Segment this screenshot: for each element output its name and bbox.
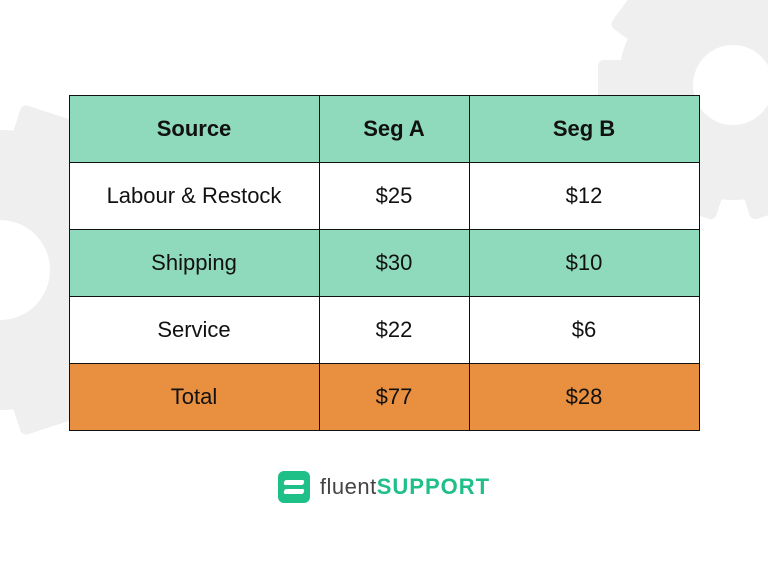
table-row-total: Total $77 $28 [69,364,699,431]
table-cell: $28 [469,364,699,431]
brand-text: fluentSUPPORT [320,474,490,500]
table-cell: Total [69,364,319,431]
table-cell: $12 [469,163,699,230]
table-cell: Service [69,297,319,364]
col-header: Seg A [319,96,469,163]
brand-word-1: fluent [320,474,377,499]
brand-mark-icon [278,471,310,503]
table-header-row: Source Seg A Seg B [69,96,699,163]
col-header: Source [69,96,319,163]
table-cell: $77 [319,364,469,431]
brand-word-2: SUPPORT [377,474,490,499]
table-cell: $22 [319,297,469,364]
table-cell: $6 [469,297,699,364]
table-row: Labour & Restock $25 $12 [69,163,699,230]
table-row: Service $22 $6 [69,297,699,364]
brand-logo: fluentSUPPORT [278,471,490,503]
table-cell: Shipping [69,230,319,297]
table-cell: $10 [469,230,699,297]
table-row: Shipping $30 $10 [69,230,699,297]
col-header: Seg B [469,96,699,163]
table-cell: $25 [319,163,469,230]
cost-table: Source Seg A Seg B Labour & Restock $25 … [69,95,700,431]
table-cell: Labour & Restock [69,163,319,230]
table-cell: $30 [319,230,469,297]
